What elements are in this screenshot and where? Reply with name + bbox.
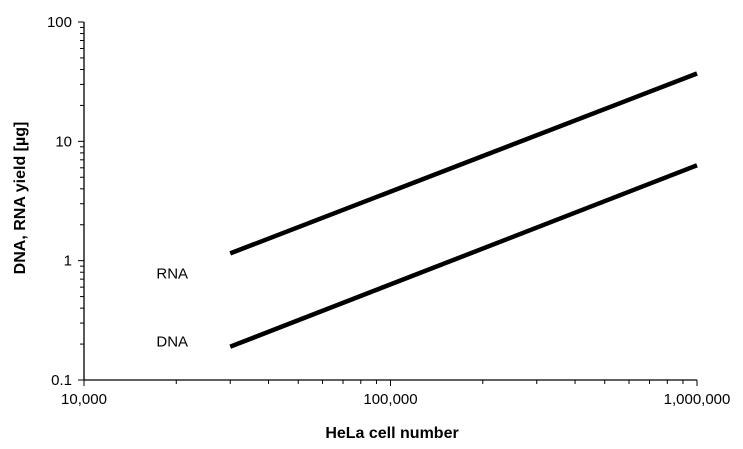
y-tick-label: 100 xyxy=(47,14,72,31)
y-axis-title: DNA, RNA yield [µg] xyxy=(12,122,29,275)
series-labels: RNA DNA xyxy=(156,265,188,350)
ticks xyxy=(78,21,698,386)
x-tick-label: 10,000 xyxy=(61,391,107,408)
y-tick-label: 1 xyxy=(64,253,72,270)
series-line-dna xyxy=(229,163,698,349)
x-tick-label: 100,000 xyxy=(363,391,417,408)
y-tick-label: 10 xyxy=(55,133,72,150)
series-label-rna: RNA xyxy=(156,265,188,282)
series-lines xyxy=(229,71,698,349)
x-axis-title: HeLa cell number xyxy=(325,425,458,442)
series-line-rna xyxy=(229,71,698,256)
x-tick-label: 1,000,000 xyxy=(664,391,731,408)
tick-labels: 0.1 1 10 100 10,000 100,000 1,000,000 xyxy=(47,14,730,408)
series-label-dna: DNA xyxy=(156,334,188,351)
y-tick-label: 0.1 xyxy=(51,372,72,389)
